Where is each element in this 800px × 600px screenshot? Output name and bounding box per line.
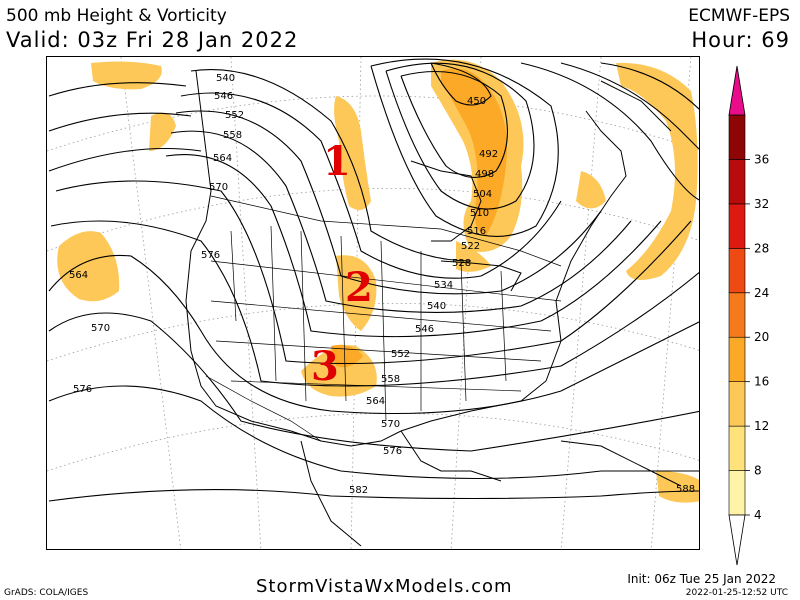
colorbar-ticks: 4 8 12 16 20 24 28 32 36 <box>745 152 769 522</box>
init-time: Init: 06z Tue 25 Jan 2022 <box>627 572 776 586</box>
colorbar-swatch <box>728 203 746 249</box>
contour-label: 558 <box>381 374 400 385</box>
contour-label: 582 <box>349 485 368 496</box>
map-title: 500 mb Height & Vorticity <box>6 6 227 26</box>
valid-time: Valid: 03z Fri 28 Jan 2022 <box>6 28 299 52</box>
contour-label: 564 <box>213 153 232 164</box>
annotation-1: 1 <box>323 138 351 185</box>
colorbar-tick-label: 4 <box>754 508 762 522</box>
colorbar-legend: 4 8 12 16 20 24 28 32 36 <box>728 65 769 566</box>
contour-label: 522 <box>461 241 480 252</box>
contour-label: 564 <box>366 396 385 407</box>
colorbar-tick-label: 36 <box>754 152 769 166</box>
contour-label: 552 <box>225 110 244 121</box>
contour-label: 450 <box>467 96 486 107</box>
colorbar-swatch <box>728 470 746 516</box>
contour-label: 552 <box>391 349 410 360</box>
colorbar-swatch <box>728 114 746 160</box>
colorbar-tick-label: 16 <box>754 375 769 389</box>
contour-label: 516 <box>467 226 486 237</box>
contour-label: 540 <box>427 301 446 312</box>
contour-label: 492 <box>479 149 498 160</box>
contour-label: 570 <box>381 419 400 430</box>
colorbar-swatch <box>728 292 746 338</box>
contour-label: 588 <box>676 484 695 495</box>
contour-label: 498 <box>475 169 494 180</box>
contour-label: 546 <box>214 91 233 102</box>
site-name: StormVistaWxModels.com <box>256 576 513 597</box>
colorbar-swatch <box>728 381 746 427</box>
colorbar-bottom-arrow <box>728 514 746 566</box>
vorticity-shading <box>57 59 699 503</box>
height-contours <box>48 58 699 502</box>
contour-label: 576 <box>201 250 220 261</box>
colorbar-swatches <box>728 114 746 516</box>
colorbar-swatch <box>728 336 746 382</box>
contour-label: 540 <box>216 73 235 84</box>
map-panel: 540 546 552 558 564 570 576 564 570 576 … <box>46 56 700 550</box>
colorbar-tick-label: 32 <box>754 197 769 211</box>
contour-labels: 540 546 552 558 564 570 576 564 570 576 … <box>69 73 695 496</box>
colorbar-tick-label: 8 <box>754 464 762 478</box>
map-canvas: 540 546 552 558 564 570 576 564 570 576 … <box>47 57 699 549</box>
contour-label: 570 <box>91 323 110 334</box>
contour-label: 564 <box>69 270 88 281</box>
contour-label: 558 <box>223 130 242 141</box>
contour-label: 504 <box>473 189 492 200</box>
colorbar-tick-label: 28 <box>754 241 769 255</box>
colorbar-swatch <box>728 248 746 294</box>
contour-label: 576 <box>383 446 402 457</box>
contour-label: 570 <box>209 182 228 193</box>
generation-timestamp: 2022-01-25-12:52 UTC <box>685 588 788 598</box>
model-name: ECMWF-EPS <box>688 6 790 26</box>
annotation-2: 2 <box>345 264 373 311</box>
annotation-3: 3 <box>311 343 339 390</box>
colorbar-swatch <box>728 425 746 471</box>
forecast-hour: Hour: 69 <box>691 28 790 52</box>
annotations: 1 2 3 <box>311 138 373 390</box>
colorbar-tick-label: 12 <box>754 419 769 433</box>
contour-label: 576 <box>73 384 92 395</box>
contour-label: 546 <box>415 324 434 335</box>
contour-label: 510 <box>470 208 489 219</box>
contour-label: 534 <box>434 280 453 291</box>
grads-credit: GrADS: COLA/IGES <box>4 588 89 598</box>
colorbar-swatch <box>728 159 746 205</box>
political-borders <box>205 195 562 442</box>
contour-label: 528 <box>452 258 471 269</box>
colorbar-top-arrow <box>728 65 746 116</box>
colorbar-tick-label: 24 <box>754 286 769 300</box>
colorbar-tick-label: 20 <box>754 330 769 344</box>
